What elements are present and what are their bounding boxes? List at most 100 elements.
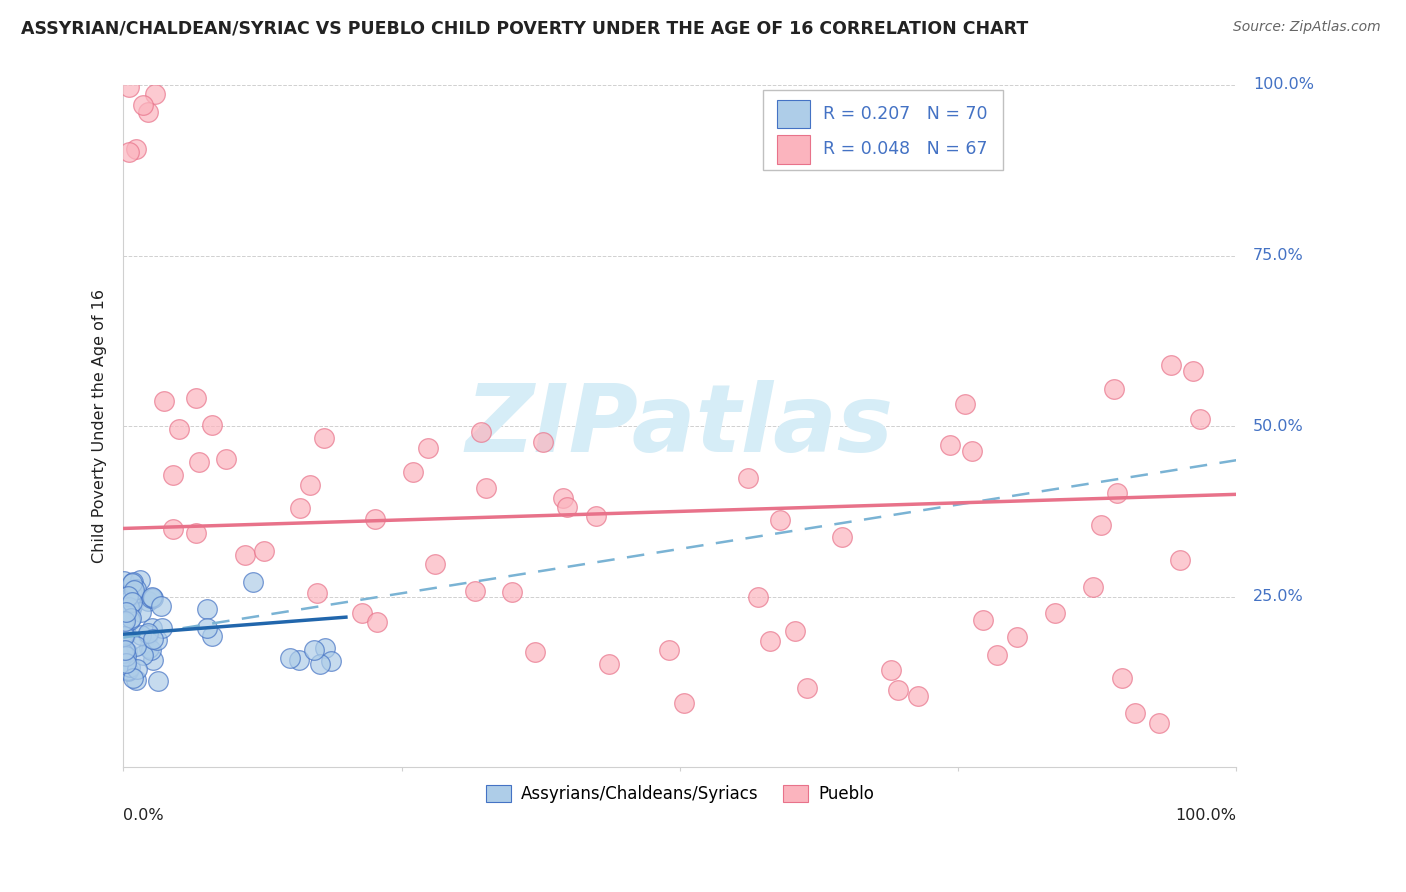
Point [972,613,994,627]
Point [117,589,139,603]
Point [1189,411,1212,425]
Point [136,105,159,120]
Point [737,471,759,485]
Point [114,648,136,663]
Point [125,640,148,654]
Point [141,621,163,635]
Point [121,671,143,685]
Point [114,643,136,657]
Point [555,500,578,514]
Point [187,454,209,468]
Text: 75.0%: 75.0% [1253,248,1303,263]
Point [146,673,169,688]
Point [470,425,492,440]
Point [302,642,325,657]
Point [115,627,138,641]
Point [112,630,135,644]
Point [117,664,139,678]
Point [153,393,176,408]
Point [114,629,136,643]
Point [136,594,159,608]
Point [127,662,149,676]
Point [146,633,169,648]
Point [118,600,141,615]
Point [132,98,155,112]
Point [138,640,160,655]
Point [364,512,387,526]
Point [672,696,695,710]
Point [242,575,264,590]
Point [115,607,138,621]
Legend: Assyrians/Chaldeans/Syriacs, Pueblo: Assyrians/Chaldeans/Syriacs, Pueblo [479,779,880,810]
Text: 0.0%: 0.0% [124,808,165,823]
Point [121,575,143,590]
Point [125,673,148,687]
Point [1102,382,1125,396]
Text: 100.0%: 100.0% [1253,78,1315,93]
Point [112,614,135,628]
Point [475,481,498,495]
Point [319,654,342,668]
Point [907,689,929,703]
Point [253,544,276,558]
Point [1105,485,1128,500]
Point [288,653,311,667]
Point [658,642,681,657]
Point [880,663,903,677]
FancyBboxPatch shape [763,90,1002,170]
Point [120,604,142,618]
Text: 100.0%: 100.0% [1175,808,1236,823]
Text: 50.0%: 50.0% [1253,418,1303,434]
Point [195,621,218,635]
Point [114,625,136,640]
Point [416,441,439,455]
Point [201,417,224,432]
Point [769,513,792,527]
Point [136,628,159,642]
Point [831,530,853,544]
Point [139,591,162,605]
Point [112,645,135,659]
Point [129,573,152,587]
Point [124,582,146,597]
Point [1160,358,1182,372]
Point [1123,706,1146,721]
Point [1005,630,1028,644]
Point [115,656,138,670]
Point [423,558,446,572]
Point [796,681,818,695]
Point [785,624,807,638]
Point [1090,518,1112,533]
Point [523,645,546,659]
Point [122,575,145,590]
Point [747,590,769,604]
Point [125,142,148,156]
Point [141,590,163,604]
Point [309,657,332,671]
Point [299,477,322,491]
Point [115,605,138,619]
Point [598,657,620,671]
Point [184,526,207,541]
Point [162,521,184,535]
Point [114,615,136,629]
Point [129,628,152,642]
Point [112,626,135,640]
Point [162,467,184,482]
Text: R = 0.048   N = 67: R = 0.048 N = 67 [824,140,988,159]
Point [112,615,135,630]
Point [986,648,1008,662]
Point [314,432,336,446]
Point [142,591,165,606]
Point [117,664,139,678]
Point [758,634,780,648]
Point [887,683,910,698]
Point [531,435,554,450]
Point [1111,671,1133,685]
Text: ZIPatlas: ZIPatlas [465,380,894,472]
Text: R = 0.207   N = 70: R = 0.207 N = 70 [824,105,988,123]
Point [1168,553,1191,567]
Point [1182,364,1205,378]
Point [366,615,388,629]
Point [186,391,208,405]
